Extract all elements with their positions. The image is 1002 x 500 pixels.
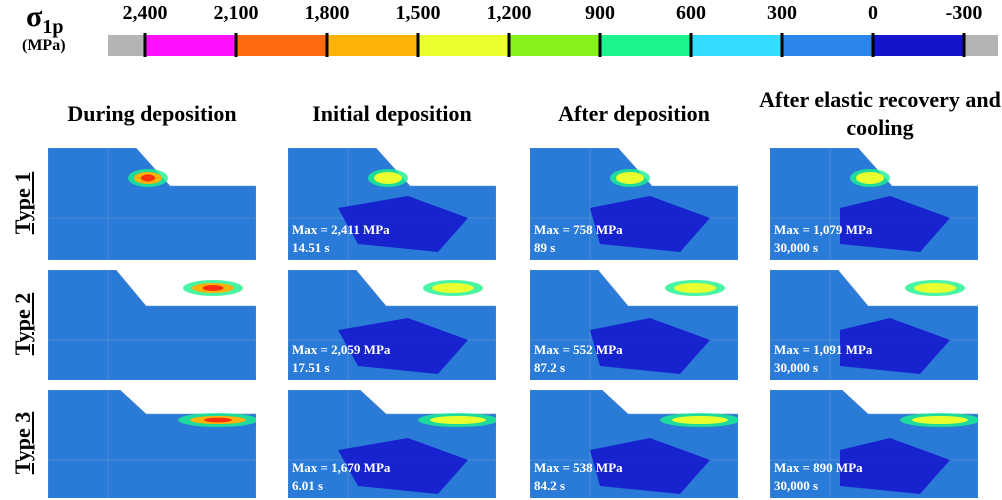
column-header: Initial deposition <box>268 100 516 128</box>
time: 89 s <box>534 240 555 256</box>
row-label: Type 1 <box>10 158 36 248</box>
max-stress: Max = 890 MPa <box>774 460 863 476</box>
colorbar-segment <box>600 35 691 56</box>
time: 6.01 s <box>292 478 323 494</box>
stress-band <box>914 283 956 293</box>
max-stress: Max = 2,411 MPa <box>292 222 390 238</box>
colorbar-tick-label: 1,200 <box>487 2 532 25</box>
colorbar-tick-label: -300 <box>946 2 983 25</box>
colorbar-segment <box>691 35 782 56</box>
stress-peak <box>203 285 224 291</box>
contour-panel <box>530 148 738 260</box>
colorbar-tick-label: 2,100 <box>214 2 259 25</box>
colorbar-tick-label: 300 <box>767 2 797 25</box>
max-stress: Max = 758 MPa <box>534 222 623 238</box>
stress-band <box>912 416 968 424</box>
time: 87.2 s <box>534 360 565 376</box>
time: 84.2 s <box>534 478 565 494</box>
stress-band <box>374 172 402 184</box>
colorbar-segment <box>236 35 327 56</box>
stress-band <box>672 416 728 424</box>
time: 14.51 s <box>292 240 330 256</box>
max-stress: Max = 552 MPa <box>534 342 623 358</box>
stress-peak <box>204 418 232 423</box>
colorbar-segment <box>418 35 509 56</box>
colorbar-tick-label: 2,400 <box>123 2 168 25</box>
substrate <box>48 390 256 498</box>
time: 30,000 s <box>774 240 818 256</box>
stress-band <box>674 283 716 293</box>
row-label: Type 3 <box>10 398 36 488</box>
figure: σ1p (MPa) 2,4002,1001,8001,5001,20090060… <box>0 0 1002 500</box>
stress-band <box>616 172 644 184</box>
contour-panel <box>48 390 256 498</box>
colorbar-tick-label: 600 <box>676 2 706 25</box>
column-header: After elastic recovery and cooling <box>750 86 1002 142</box>
contour-panel <box>48 148 256 260</box>
colorbar-tick-label: 1,800 <box>305 2 350 25</box>
max-stress: Max = 1,079 MPa <box>774 222 872 238</box>
stress-band <box>432 283 474 293</box>
time: 30,000 s <box>774 478 818 494</box>
substrate <box>48 148 256 260</box>
max-stress: Max = 538 MPa <box>534 460 623 476</box>
colorbar-segment <box>873 35 964 56</box>
colorbar-segment <box>509 35 600 56</box>
colorbar-segment <box>327 35 418 56</box>
colorbar-tick-label: 900 <box>585 2 615 25</box>
column-header: After deposition <box>510 100 758 128</box>
contour-panel <box>48 270 256 380</box>
colorbar-segment <box>964 35 998 56</box>
colorbar-segment <box>782 35 873 56</box>
row-label: Type 2 <box>10 279 36 369</box>
stress-band <box>856 172 884 184</box>
column-header: During deposition <box>28 100 276 128</box>
stress-band <box>430 416 486 424</box>
time: 17.51 s <box>292 360 330 376</box>
colorbar-tick-label: 0 <box>868 2 878 25</box>
max-stress: Max = 1,670 MPa <box>292 460 390 476</box>
stress-peak <box>141 174 155 181</box>
colorbar-segment <box>108 35 145 56</box>
max-stress: Max = 1,091 MPa <box>774 342 872 358</box>
colorbar-tick-label: 1,500 <box>396 2 441 25</box>
colorbar-segment <box>145 35 236 56</box>
time: 30,000 s <box>774 360 818 376</box>
max-stress: Max = 2,059 MPa <box>292 342 390 358</box>
